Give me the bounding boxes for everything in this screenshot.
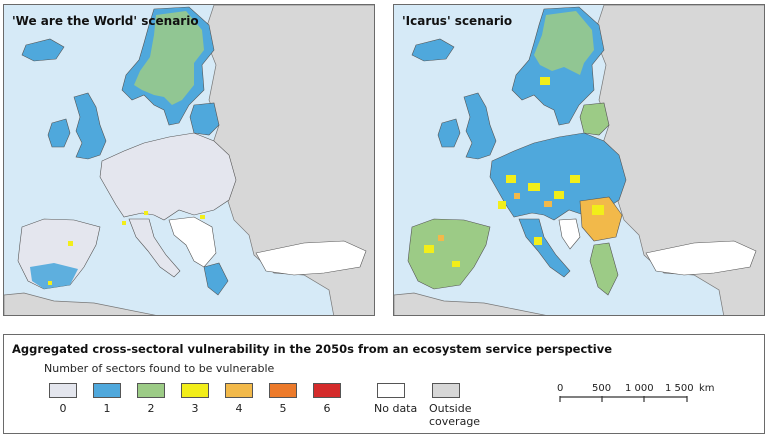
outside-coverage-label: Outside coverage bbox=[429, 402, 480, 428]
outside-coverage-line1: Outside bbox=[429, 402, 472, 415]
balkans-no-data bbox=[558, 218, 581, 250]
balkans-no-data bbox=[168, 216, 217, 268]
iceland bbox=[411, 38, 455, 62]
swatch-label-4: 4 bbox=[235, 402, 243, 415]
baltics bbox=[579, 102, 610, 136]
swatch-class-6 bbox=[313, 383, 341, 398]
vulnerability-class3-cells bbox=[48, 211, 205, 285]
outside-coverage-line2: coverage bbox=[429, 415, 481, 428]
greece bbox=[203, 262, 229, 296]
map-right-svg bbox=[394, 5, 764, 315]
ireland bbox=[437, 118, 461, 148]
map-legend: Aggregated cross-sectoral vulnerability … bbox=[3, 334, 765, 434]
swatch-label-5: 5 bbox=[279, 402, 287, 415]
map-left-svg bbox=[4, 5, 374, 315]
scale-tick-1000: 1 000 bbox=[625, 383, 654, 394]
swatch-label-1: 1 bbox=[103, 402, 111, 415]
outside-africa-land bbox=[4, 292, 156, 315]
great-britain bbox=[463, 92, 497, 160]
greece bbox=[589, 242, 619, 296]
iceland bbox=[21, 38, 65, 62]
romania-bulgaria bbox=[579, 196, 623, 242]
vulnerability-class4-cells bbox=[438, 193, 552, 241]
ireland bbox=[47, 118, 71, 148]
swatch-label-6: 6 bbox=[323, 402, 331, 415]
outside-east-land bbox=[593, 5, 764, 315]
swatch-class-1 bbox=[93, 383, 121, 398]
scenario-title-right: 'Icarus' scenario bbox=[402, 14, 513, 28]
swatch-label-3: 3 bbox=[191, 402, 199, 415]
swatch-no-data bbox=[377, 383, 405, 398]
map-we-are-the-world: 'We are the World' scenario bbox=[3, 4, 375, 316]
legend-subtitle: Number of sectors found to be vulnerable bbox=[44, 362, 275, 375]
map-icarus: 'Icarus' scenario bbox=[393, 4, 765, 316]
continental-europe bbox=[99, 132, 237, 221]
swatch-outside-coverage bbox=[432, 383, 460, 398]
scenario-title-left: 'We are the World' scenario bbox=[12, 14, 199, 28]
baltics bbox=[189, 102, 220, 136]
great-britain bbox=[73, 92, 107, 160]
turkey-no-data bbox=[645, 240, 757, 276]
swatch-class-5 bbox=[269, 383, 297, 398]
italy bbox=[128, 218, 181, 278]
scandinavia-green bbox=[534, 11, 594, 75]
outside-east-land bbox=[203, 5, 374, 315]
outside-africa-land bbox=[394, 292, 546, 315]
scale-unit: km bbox=[699, 383, 715, 394]
swatch-class-3 bbox=[181, 383, 209, 398]
scale-bar-line bbox=[559, 396, 688, 402]
legend-title: Aggregated cross-sectoral vulnerability … bbox=[12, 342, 613, 356]
iberia bbox=[407, 218, 491, 290]
no-data-label: No data bbox=[374, 402, 418, 415]
swatch-class-0 bbox=[49, 383, 77, 398]
iberia-south-blue bbox=[30, 263, 78, 289]
swatch-class-2 bbox=[137, 383, 165, 398]
scale-tick-500: 500 bbox=[592, 383, 612, 394]
swatch-label-2: 2 bbox=[147, 402, 155, 415]
scale-bar: 0 500 1 000 1 500 km bbox=[557, 383, 759, 413]
scandinavia-green bbox=[134, 11, 204, 105]
italy bbox=[518, 218, 571, 278]
scandinavia-yellow-patch bbox=[540, 77, 550, 85]
scale-tick-0: 0 bbox=[557, 383, 564, 394]
scale-tick-1500: 1 500 bbox=[665, 383, 694, 394]
swatch-label-0: 0 bbox=[59, 402, 67, 415]
vulnerability-class3-cells bbox=[424, 175, 604, 267]
turkey-no-data bbox=[255, 240, 367, 276]
swatch-class-4 bbox=[225, 383, 253, 398]
